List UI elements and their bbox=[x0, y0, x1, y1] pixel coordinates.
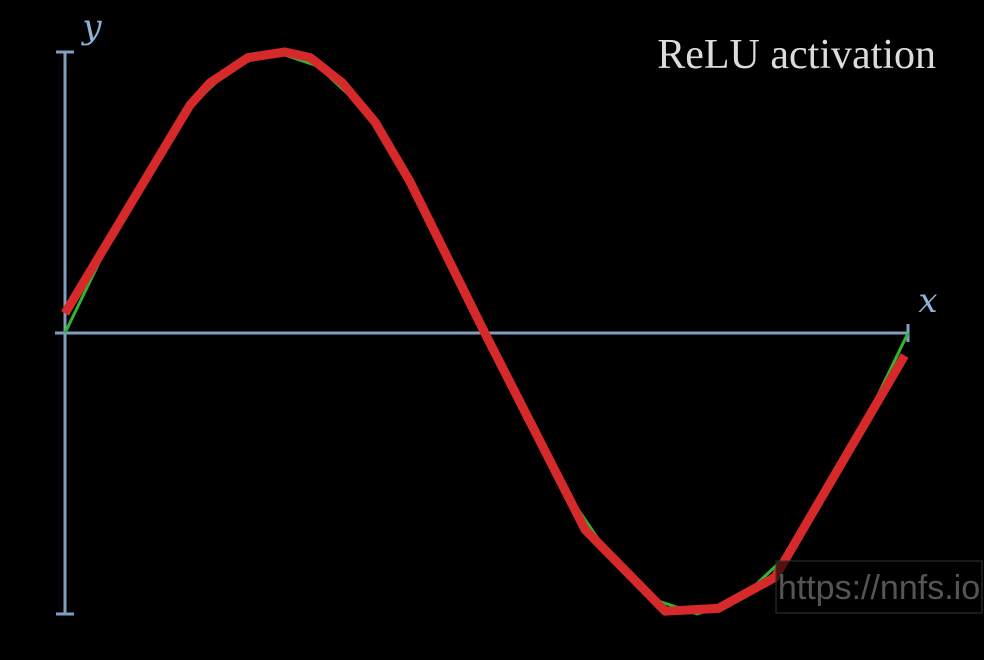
x-axis-label: x bbox=[918, 281, 937, 321]
y-axis-label: y bbox=[80, 7, 102, 47]
watermark: https://nnfs.io bbox=[778, 569, 980, 607]
chart-title: ReLU activation bbox=[657, 32, 936, 78]
plot-area bbox=[61, 47, 910, 616]
series-line bbox=[61, 47, 909, 616]
watermark-box bbox=[775, 560, 983, 614]
